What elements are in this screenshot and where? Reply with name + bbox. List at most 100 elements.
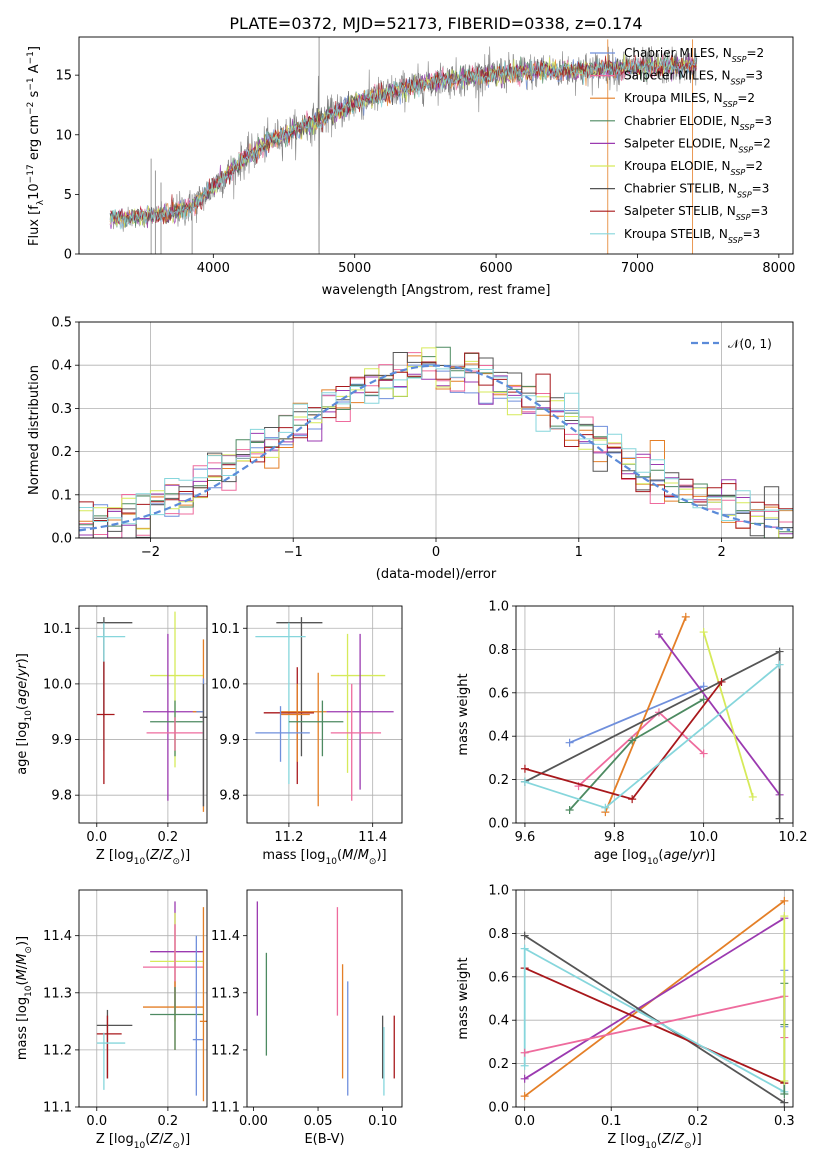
label-part: yr	[691, 848, 707, 863]
weight-line	[524, 934, 785, 1104]
y-tick-label: 0.4	[488, 730, 509, 745]
weight-marker	[748, 792, 757, 801]
label-part: (	[145, 848, 150, 863]
weight-marker	[520, 777, 529, 786]
y-tick-label: 11.2	[211, 1043, 240, 1058]
panel-mass_vs_ebv: 0.00 0.05 0.10 11.1 11.2 11.3 11.4 E(B-V)	[211, 889, 403, 1147]
legend-entry: Chabrier ELODIE, NSSP=3	[624, 114, 772, 132]
y-tick-label: 1.0	[488, 884, 509, 899]
label-part: 10	[134, 1141, 146, 1151]
weight-marker	[520, 944, 529, 953]
y-tick-label: 9.8	[219, 789, 240, 804]
weight-line	[524, 967, 785, 1084]
legend-text: Kroupa ELODIE, N	[624, 159, 731, 173]
label-part: 10	[647, 857, 659, 867]
y-tick-label: 0.5	[51, 316, 72, 331]
legend-sub: SSP	[723, 100, 738, 109]
residual-histogram	[79, 365, 793, 525]
label-part: M	[342, 848, 353, 863]
x-tick-label: 1	[575, 545, 583, 560]
weight-marker	[520, 1061, 529, 1070]
label-part: age	[663, 848, 687, 863]
y-tick-label: 11.3	[211, 986, 240, 1001]
y-axis-label: Normed distribution	[27, 365, 42, 495]
y-tick-label: 0.0	[488, 1101, 509, 1116]
legend-text: Kroupa MILES, N	[624, 91, 723, 105]
legend-entry: Kroupa ELODIE, NSSP=2	[624, 159, 763, 177]
label-part: )]	[15, 653, 30, 663]
label-part: )]	[705, 848, 715, 863]
legend-sub: SSP	[737, 190, 752, 199]
x-tick-label: 0.2	[687, 1114, 708, 1129]
label-part: yr	[15, 662, 30, 678]
y-tick-label: 0.0	[488, 817, 509, 832]
label-part: 10	[27, 183, 42, 200]
weight-marker	[780, 912, 789, 921]
panel-mass_vs_Z: 0.0 0.211.111.211.311.4Z [log10(Z/Z⊙)]mas…	[15, 889, 208, 1151]
weight-line	[569, 685, 704, 744]
y-tick-label: 0.0	[51, 532, 72, 547]
weight-marker	[780, 1098, 789, 1107]
label-part: Z [log	[607, 1132, 645, 1147]
label-part: Z	[661, 1132, 672, 1147]
x-tick-label: 7000	[621, 261, 654, 276]
x-axis-label: Z [log10(Z/Z⊙)]	[607, 1132, 701, 1151]
x-tick-label: −1	[284, 545, 303, 560]
x-tick-label: 0.0	[86, 1114, 107, 1129]
y-tick-label: 10.1	[211, 622, 240, 637]
plot-area	[96, 901, 207, 1102]
weight-marker	[565, 805, 574, 814]
label-part: (	[15, 980, 30, 985]
label-part: Z	[149, 848, 160, 863]
label-part: 10	[326, 857, 338, 867]
y-tick-label: 0.8	[488, 643, 509, 658]
x-tick-label: 5000	[338, 261, 371, 276]
y-tick-label: 0.6	[488, 686, 509, 701]
x-tick-label: 0.10	[368, 1114, 397, 1129]
label-part: Z	[674, 1132, 685, 1147]
label-part: )]	[180, 1132, 190, 1147]
y-tick-label: 0.8	[488, 927, 509, 942]
label-part: erg cm	[27, 115, 42, 164]
x-tick-label: 0.2	[158, 830, 179, 845]
x-tick-label: 4000	[197, 261, 230, 276]
weight-marker	[681, 612, 690, 621]
label-part: 10	[24, 985, 34, 997]
label-part: /	[15, 964, 30, 969]
label-part: −17	[26, 164, 36, 183]
label-part: M	[358, 848, 369, 863]
weight-marker	[654, 630, 663, 639]
y-tick-label: 9.8	[51, 789, 72, 804]
label-part: Z	[163, 1132, 174, 1147]
y-tick-label: 0.2	[51, 445, 72, 460]
y-tick-label: 0.6	[488, 970, 509, 985]
y-tick-label: 10.0	[43, 677, 72, 692]
y-tick-label: 0.4	[51, 359, 72, 374]
residual-histogram	[79, 352, 793, 529]
label-part: )]	[15, 936, 30, 946]
axes-frame	[246, 889, 403, 1108]
y-tick-label: 1.0	[488, 600, 509, 615]
label-part: Z	[163, 848, 174, 863]
weight-line	[524, 995, 786, 1054]
x-tick-label: 10.2	[779, 830, 808, 845]
y-tick-label: 0.2	[488, 773, 509, 788]
weight-marker	[699, 682, 708, 691]
label-part: ]	[27, 46, 42, 51]
y-tick-label: 0.1	[51, 488, 72, 503]
label-part: 10	[134, 857, 146, 867]
axes-frame	[78, 36, 794, 255]
label-part: 10	[24, 710, 34, 722]
legend-text: =2	[746, 46, 764, 60]
weight-marker	[520, 764, 529, 773]
axes-frame	[78, 321, 794, 539]
weight-line	[524, 917, 785, 1080]
legend-text: =3	[750, 204, 768, 218]
weight-marker	[601, 803, 610, 812]
y-axis-label: Flux [fλ10−17 erg cm−2 s−1 A−1]	[26, 46, 46, 246]
panel-spectrum: 4000 5000 6000 7000 8000 0 5 10 15 Chabrier MILES…	[26, 36, 795, 298]
plot-area	[79, 346, 793, 538]
x-axis-label: Z [log10(Z/Z⊙)]	[96, 848, 190, 867]
legend-text: =2	[745, 159, 763, 173]
